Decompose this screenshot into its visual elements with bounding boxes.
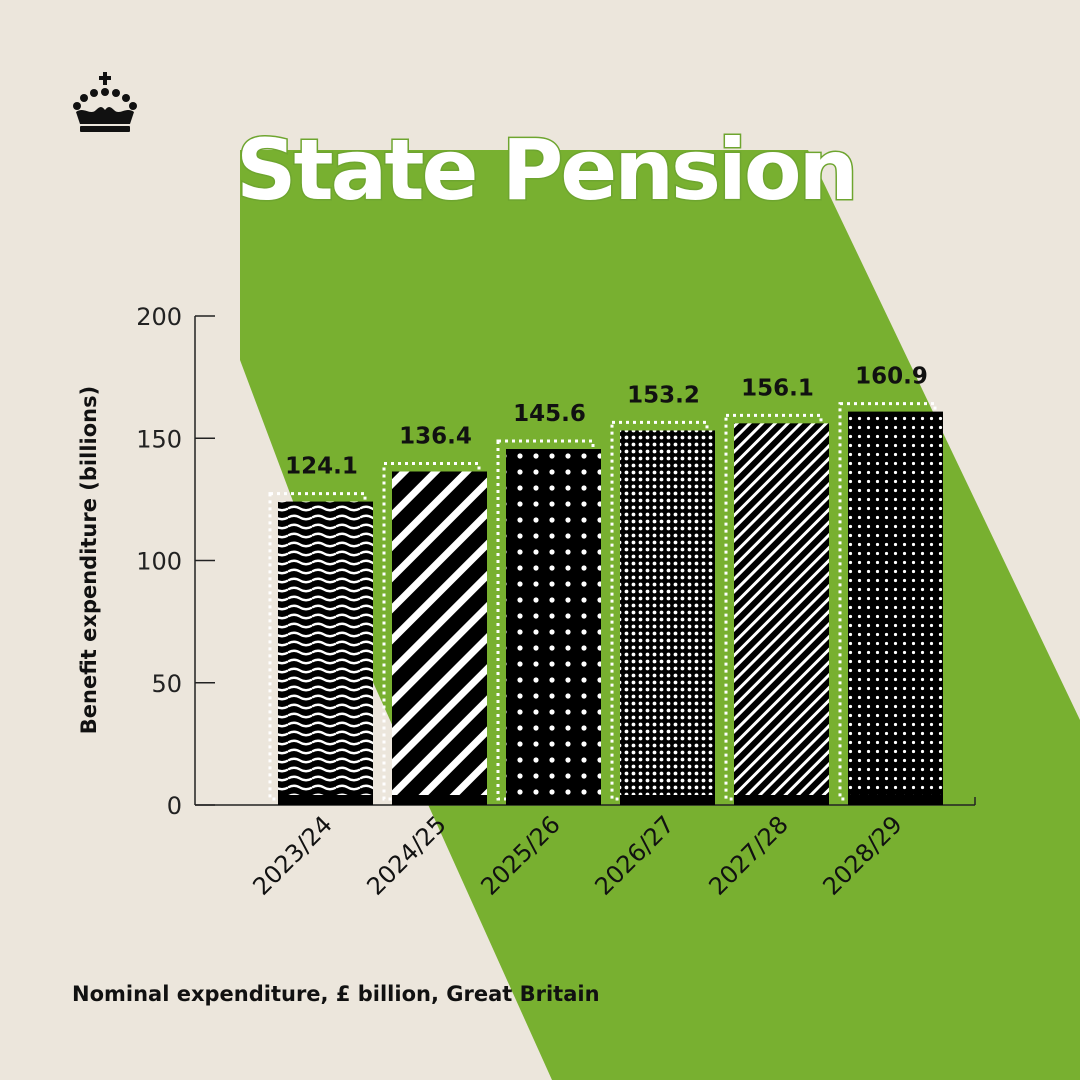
- bar-2025-26: [506, 449, 601, 805]
- data-label: 156.1: [741, 375, 814, 401]
- bar-2027-28: [734, 423, 829, 805]
- x-tick-labels: 2023/24 2024/25 2025/26 2026/27 2027/28 2028/…: [247, 810, 907, 900]
- bar-2024-25: [392, 471, 487, 805]
- bar-base: [620, 795, 715, 805]
- bar-2023-24: [278, 501, 373, 805]
- bars: 124.1 136.4 145.6 153.2 156.1 160.9: [268, 364, 943, 805]
- y-tick-label: 50: [151, 670, 182, 698]
- y-tick-label: 150: [136, 425, 182, 453]
- data-label: 124.1: [285, 454, 358, 480]
- footnote: Nominal expenditure, £ billion, Great Br…: [72, 982, 600, 1006]
- x-tick-label: 2026/27: [589, 810, 679, 900]
- y-tick-label: 0: [167, 792, 182, 820]
- data-label: 160.9: [855, 364, 928, 390]
- crown-icon: [73, 72, 137, 132]
- bar-base: [278, 795, 373, 805]
- y-ticks: 0 50 100 150 200: [136, 303, 215, 820]
- bar-base: [392, 795, 487, 805]
- x-tick-label: 2027/28: [703, 810, 793, 900]
- data-label: 153.2: [627, 382, 700, 408]
- y-tick-label: 200: [136, 303, 182, 331]
- bar-base: [506, 795, 601, 805]
- x-tick-label: 2025/26: [475, 810, 565, 900]
- y-axis-label: Benefit expenditure (billions): [77, 386, 101, 734]
- bar-base: [734, 795, 829, 805]
- bar-base: [848, 795, 943, 805]
- x-tick-label: 2024/25: [361, 810, 451, 900]
- chart-title: State Pension: [234, 121, 859, 219]
- y-tick-label: 100: [136, 548, 182, 576]
- bar-2028-29: [848, 411, 943, 805]
- x-tick-label: 2028/29: [817, 810, 907, 900]
- data-label: 145.6: [513, 401, 586, 427]
- x-tick-label: 2023/24: [247, 810, 337, 900]
- data-label: 136.4: [399, 424, 472, 450]
- bar-2026-27: [620, 430, 715, 805]
